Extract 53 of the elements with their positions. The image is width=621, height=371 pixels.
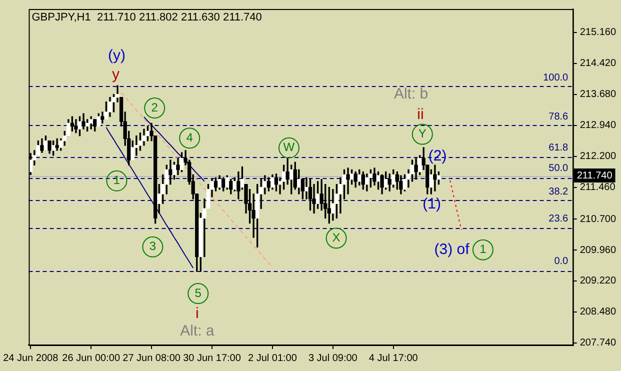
annotation: X	[332, 230, 340, 244]
annotation: (2)	[428, 148, 447, 165]
annotation: 1	[480, 242, 487, 256]
y-tick-label: 212.200	[580, 151, 616, 162]
candlestick	[74, 119, 78, 134]
annotation: W	[283, 140, 296, 154]
annotation: 4	[186, 130, 194, 144]
candlestick	[346, 168, 350, 194]
line-series	[120, 92, 273, 268]
ref-line-label: 211.740	[576, 170, 613, 182]
x-tick-label: 2 Jul 01:00	[248, 352, 298, 364]
x-tick-label: 4 Jul 17:00	[368, 352, 418, 364]
annotation: (1)	[422, 195, 442, 212]
y-tick-label: 215.160	[580, 27, 616, 38]
annotation: 78.6	[548, 112, 569, 123]
y-tick-label: 209.960	[580, 244, 616, 256]
y-tick-label: 207.740	[580, 338, 616, 349]
candlestick	[168, 160, 172, 185]
annotation: 100.0	[543, 72, 569, 84]
y-tick-label: 212.940	[580, 120, 616, 132]
x-tick-label: 3 Jul 09:00	[308, 352, 358, 364]
annotation: (y)	[108, 46, 126, 64]
annotation: y	[112, 66, 120, 84]
annotation: 61.8	[548, 142, 569, 154]
candlestick	[304, 177, 308, 200]
annotation: ii	[417, 106, 424, 123]
annotation: 50.0	[548, 163, 569, 174]
annotation: 23.6	[548, 214, 569, 225]
x-tick-label: 26 Jun 00:00	[62, 352, 120, 364]
annotation: i	[196, 305, 199, 322]
y-tick-label: 208.480	[580, 306, 616, 318]
chart-title: GBPJPY,H1 211.710 211.802 211.630 211.740	[32, 12, 262, 24]
annotation: 38.2	[548, 186, 569, 198]
x-tick-label: 24 Jun 2008	[3, 352, 59, 364]
x-tick-label: 30 Jun 17:00	[183, 352, 242, 364]
y-tick-label: 210.700	[580, 214, 616, 225]
candlestick	[433, 164, 437, 192]
annotation: 1	[113, 173, 120, 188]
y-tick-label: 211.460	[580, 182, 616, 193]
annotation: Alt: a	[180, 322, 215, 340]
y-tick-label: 214.420	[580, 58, 616, 70]
x-tick-label: 27 Jun 08:00	[122, 352, 181, 364]
annotation: 5	[194, 286, 202, 300]
y-tick-label: 209.220	[580, 276, 616, 287]
line-series	[450, 180, 462, 230]
annotation: 0.0	[554, 256, 569, 268]
annotation: 2	[151, 100, 158, 114]
candlestick	[55, 138, 59, 151]
annotation: Y	[418, 126, 426, 141]
annotation: 3	[149, 239, 156, 254]
annotation: (3) of	[434, 240, 470, 258]
y-tick-label: 213.680	[580, 89, 616, 100]
annotation: Alt: b	[394, 86, 428, 103]
